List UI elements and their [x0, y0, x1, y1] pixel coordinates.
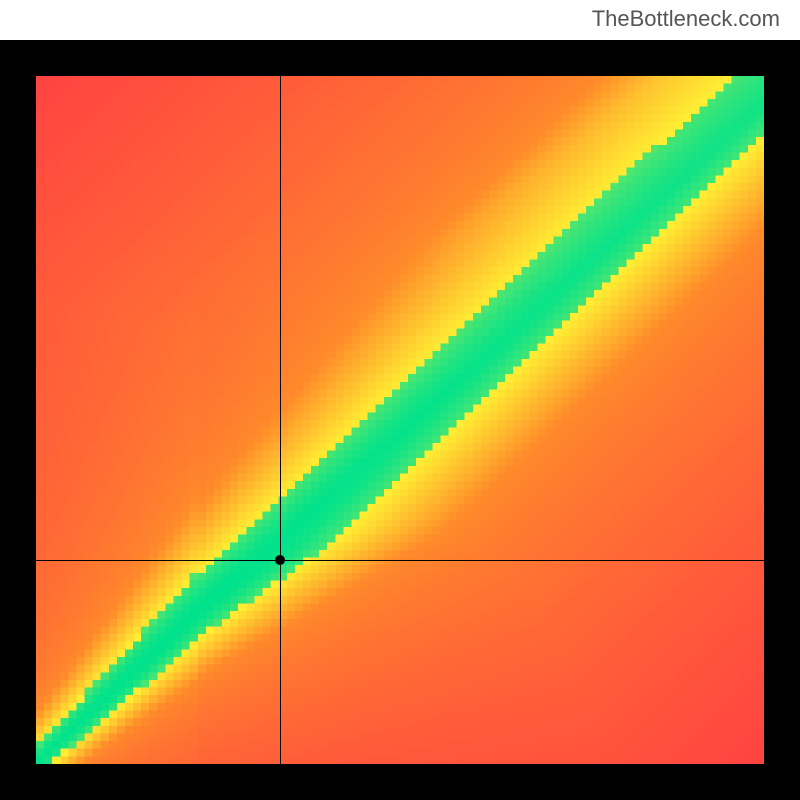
bottleneck-heatmap	[0, 40, 800, 800]
plot-area	[36, 76, 764, 764]
crosshair-horizontal	[36, 560, 764, 561]
heatmap-canvas	[36, 76, 764, 764]
crosshair-marker	[275, 555, 285, 565]
crosshair-vertical	[280, 76, 281, 764]
page-title: TheBottleneck.com	[592, 6, 780, 32]
